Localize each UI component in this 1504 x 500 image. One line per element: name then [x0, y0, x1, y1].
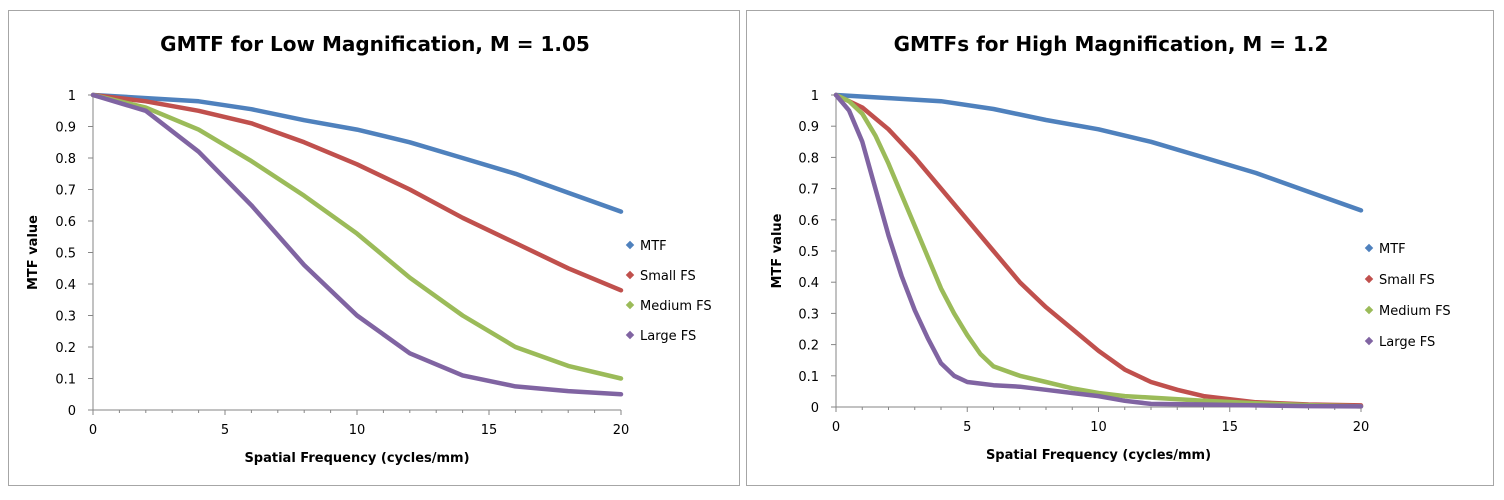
legend-label: MTF — [640, 239, 667, 254]
x-axis-label: Spatial Frequency (cycles/mm) — [986, 448, 1211, 463]
legend-label: Medium FS — [1379, 304, 1451, 319]
legend-label: Medium FS — [640, 299, 712, 314]
y-tick-label: 0.4 — [798, 276, 819, 291]
y-axis-label: MTF value — [26, 215, 41, 290]
legend-marker — [1364, 274, 1374, 284]
y-tick-label: 0.5 — [55, 247, 76, 262]
legend-marker — [1364, 305, 1374, 315]
legend-label: MTF — [1379, 242, 1406, 257]
y-tick-label: 0.3 — [55, 310, 76, 325]
x-tick-label: 10 — [1090, 420, 1107, 435]
y-tick-label: 1 — [68, 89, 76, 104]
legend-marker — [625, 300, 635, 310]
y-tick-label: 0 — [68, 404, 76, 419]
series-line — [833, 92, 1364, 409]
y-tick-label: 0.8 — [798, 151, 819, 166]
chart-title: GMTF for Low Magnification, M = 1.05 — [160, 32, 590, 56]
legend-label: Small FS — [1379, 273, 1435, 288]
legend-marker — [625, 270, 635, 280]
chart-svg-low-magnification: GMTF for Low Magnification, M = 1.05 0 0.1… — [26, 32, 712, 466]
series-line — [90, 92, 624, 214]
y-tick-label: 0.7 — [798, 183, 819, 198]
legend-marker — [625, 240, 635, 250]
x-tick-label: 20 — [1353, 420, 1370, 435]
y-tick-label: 0.4 — [55, 278, 76, 293]
x-tick-label: 15 — [481, 423, 498, 438]
legend-marker — [625, 330, 635, 340]
legend-label: Large FS — [640, 329, 696, 344]
x-axis-label: Spatial Frequency (cycles/mm) — [244, 451, 469, 466]
chart-svg-high-magnification: GMTFs for High Magnification, M = 1.2 0 0.… — [770, 32, 1451, 463]
y-tick-label: 0.9 — [798, 120, 819, 135]
x-tick-label: 15 — [1221, 420, 1238, 435]
y-tick-label: 0.7 — [55, 184, 76, 199]
x-tick-label: 0 — [89, 423, 97, 438]
series-line — [90, 92, 624, 397]
chart-panel-high-magnification: GMTFs for High Magnification, M = 1.2 0 0.… — [746, 10, 1494, 486]
y-tick-label: 0.1 — [798, 370, 819, 385]
legend-marker — [1364, 336, 1374, 346]
y-tick-label: 0.6 — [798, 214, 819, 229]
legend-label: Large FS — [1379, 335, 1435, 350]
y-tick-label: 0.8 — [55, 152, 76, 167]
series-line — [833, 92, 1364, 408]
legend-marker — [1364, 243, 1374, 253]
series-line — [833, 92, 1364, 213]
y-tick-label: 0.6 — [55, 215, 76, 230]
series-line — [90, 92, 624, 381]
y-tick-label: 1 — [811, 89, 819, 104]
x-tick-label: 0 — [832, 420, 840, 435]
legend-label: Small FS — [640, 269, 696, 284]
y-tick-label: 0.2 — [798, 339, 819, 354]
x-tick-label: 5 — [221, 423, 229, 438]
y-tick-label: 0.9 — [55, 121, 76, 136]
chart-title: GMTFs for High Magnification, M = 1.2 — [894, 32, 1329, 56]
chart-panel-low-magnification: GMTF for Low Magnification, M = 1.05 0 0.1… — [8, 10, 740, 486]
y-tick-label: 0 — [811, 401, 819, 416]
x-tick-label: 10 — [349, 423, 366, 438]
y-axis-label: MTF value — [770, 213, 785, 288]
series-line — [833, 92, 1364, 409]
y-tick-label: 0.2 — [55, 341, 76, 356]
series-line — [90, 92, 624, 293]
y-tick-label: 0.5 — [798, 245, 819, 260]
x-tick-label: 20 — [613, 423, 630, 438]
y-tick-label: 0.3 — [798, 307, 819, 322]
x-tick-label: 5 — [963, 420, 971, 435]
y-tick-label: 0.1 — [55, 373, 76, 388]
